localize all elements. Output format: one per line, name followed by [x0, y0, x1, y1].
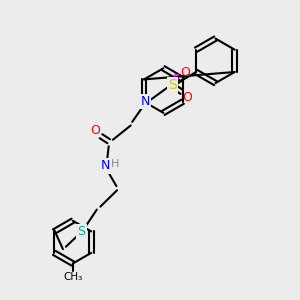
Text: S: S [77, 225, 86, 239]
Text: N: N [101, 159, 110, 172]
Text: O: O [180, 66, 190, 79]
Text: O: O [182, 91, 192, 104]
Text: S: S [168, 78, 177, 92]
Text: CH₃: CH₃ [63, 272, 82, 282]
Text: F: F [172, 73, 180, 86]
Text: O: O [91, 124, 100, 137]
Text: N: N [141, 95, 150, 108]
Text: H: H [110, 159, 119, 170]
